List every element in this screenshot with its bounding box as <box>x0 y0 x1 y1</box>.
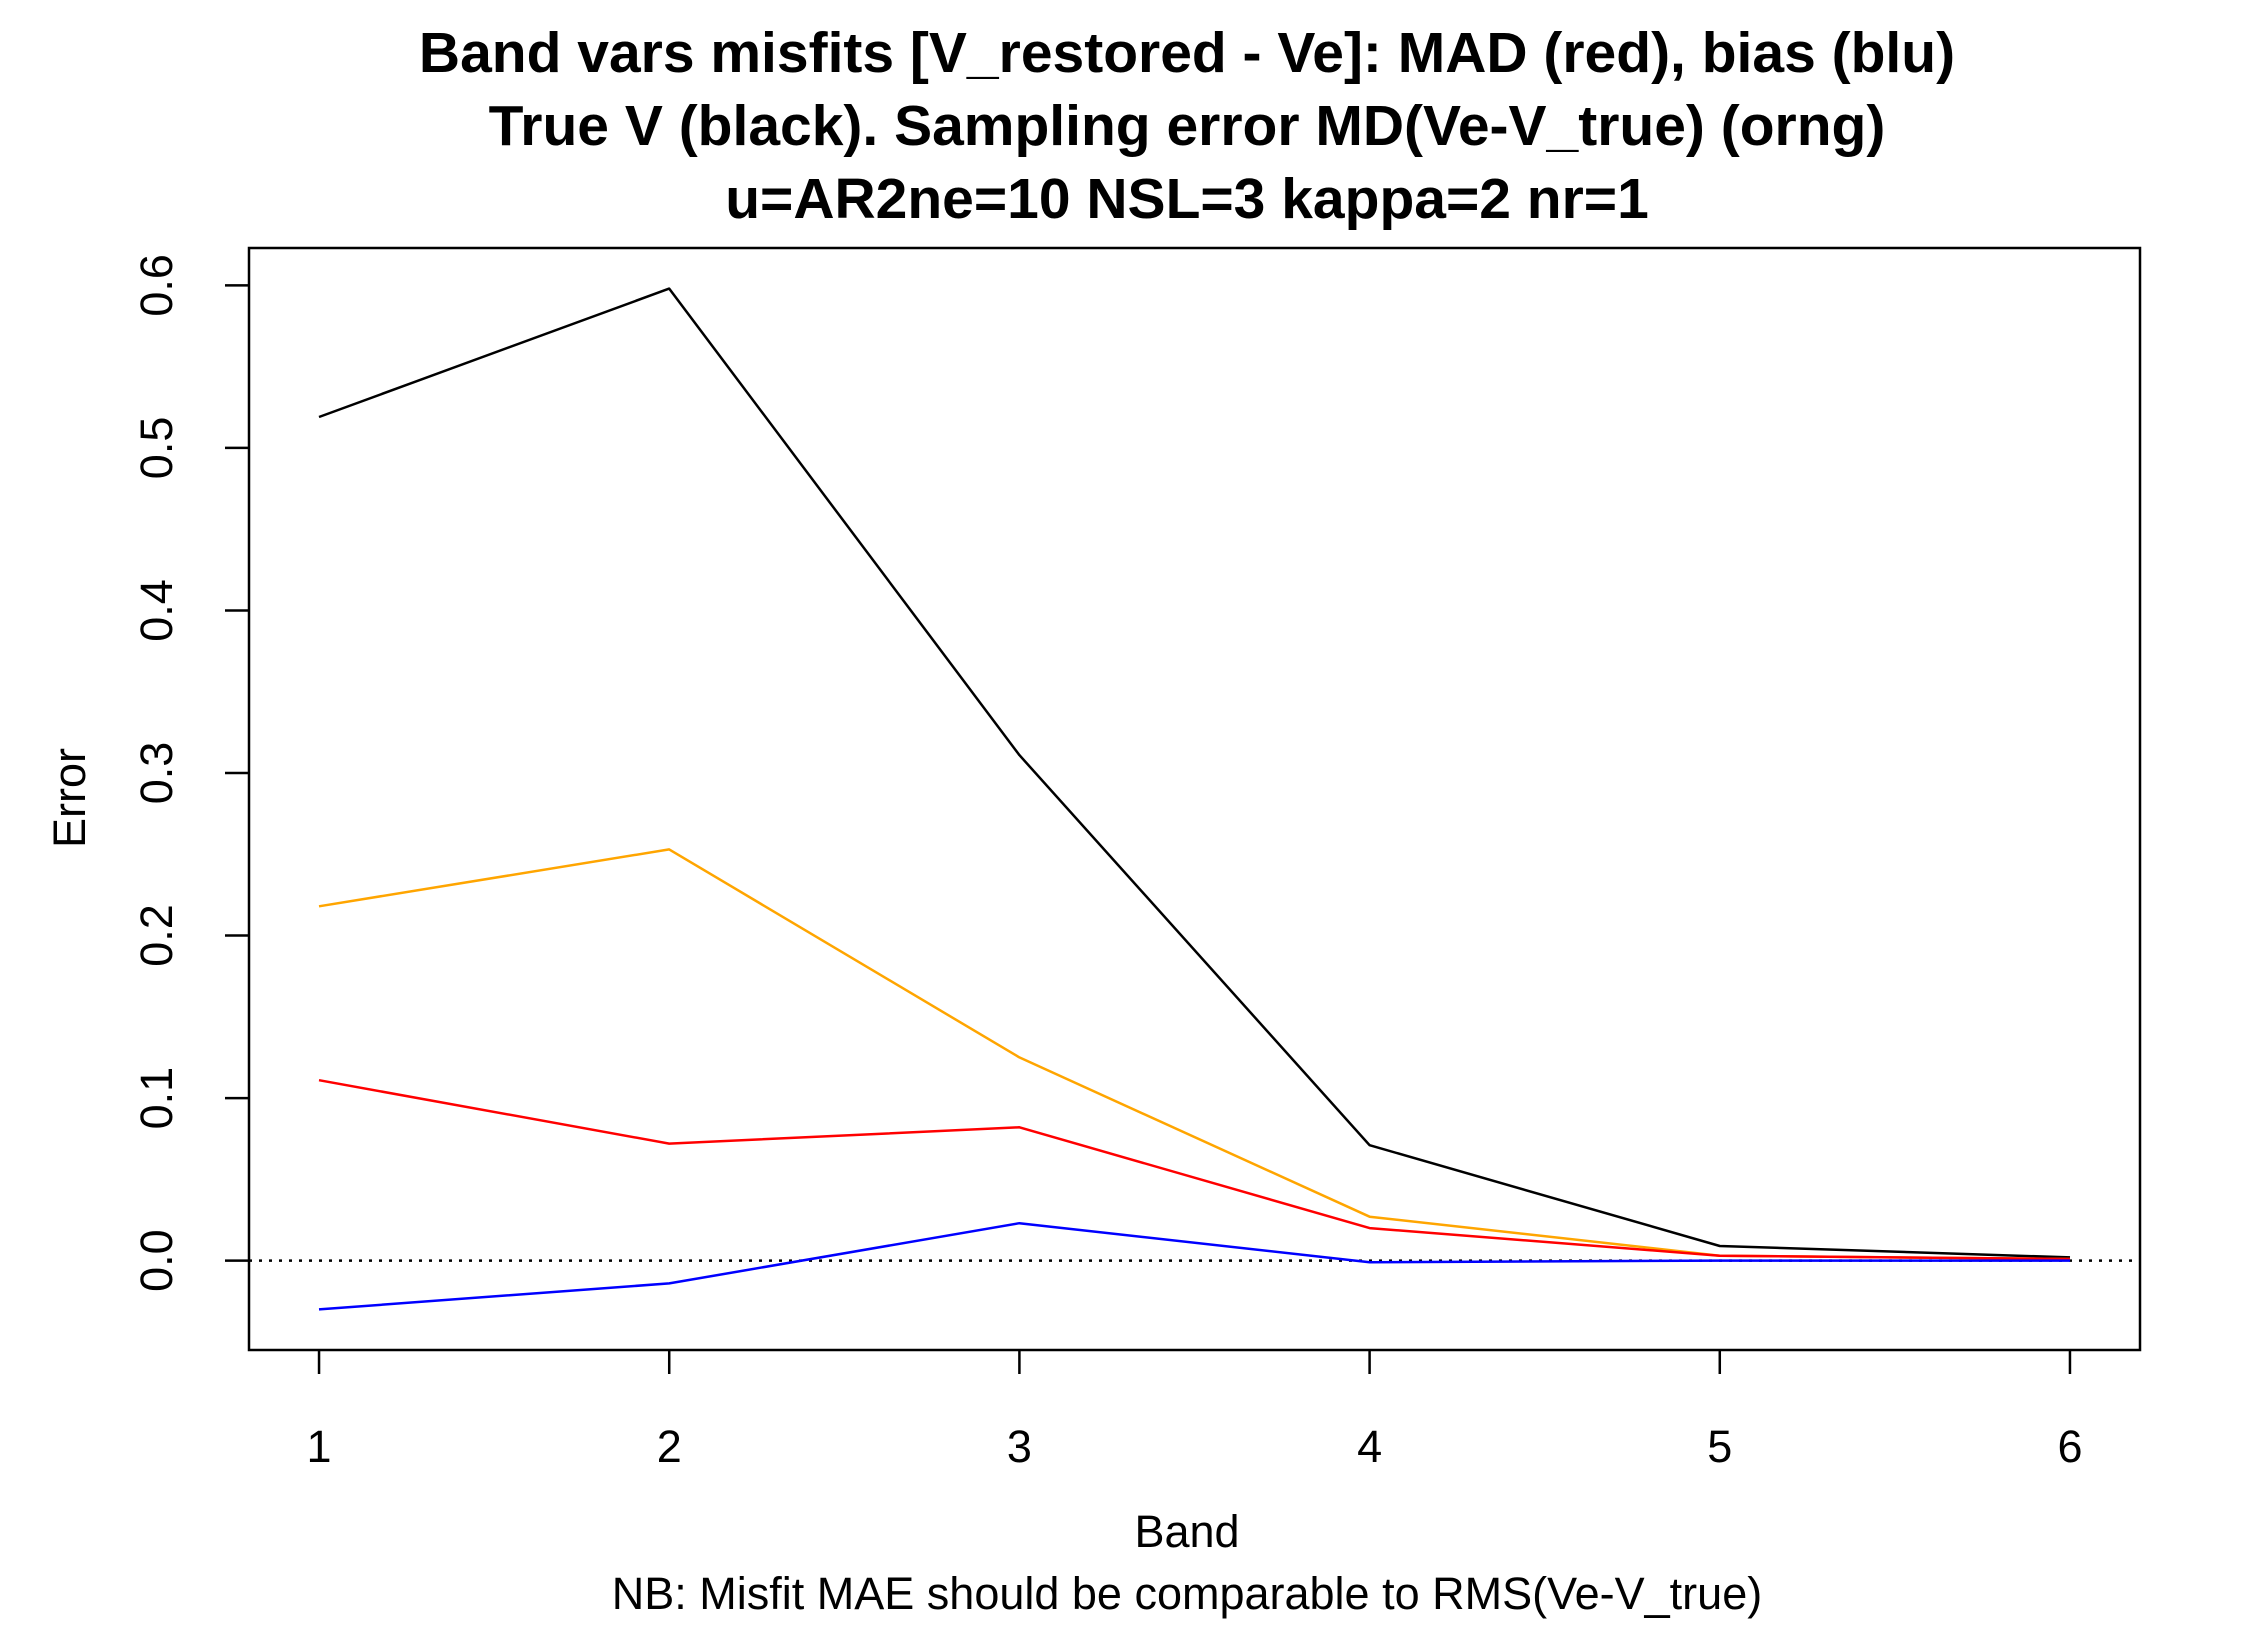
y-tick-label: 0.4 <box>131 579 182 642</box>
x-tick-label: 3 <box>1007 1421 1032 1472</box>
y-tick-label: 0.6 <box>131 254 182 317</box>
series-line-bias <box>318 1221 2070 1311</box>
x-tick-label: 1 <box>307 1421 332 1472</box>
y-tick-label: 0.3 <box>131 742 182 805</box>
x-tick-label: 2 <box>657 1421 682 1472</box>
chart-title-line-1: Band vars misfits [V_restored - Ve]: MAD… <box>419 21 1955 85</box>
chart-footnote: NB: Misfit MAE should be comparable to R… <box>612 1568 1762 1619</box>
series-line-true-v <box>318 287 2071 1259</box>
x-tick-label: 5 <box>1707 1421 1732 1472</box>
y-tick-label: 0.1 <box>131 1067 182 1130</box>
x-axis: 1 2 3 4 5 6 <box>307 1350 2082 1472</box>
y-axis: 0.0 0.1 0.2 0.3 0.4 0.5 0.6 <box>131 254 249 1292</box>
y-tick-label: 0.5 <box>131 417 182 480</box>
chart-title-line-3: u=AR2ne=10 NSL=3 kappa=2 nr=1 <box>725 167 1649 231</box>
y-tick-label: 0.0 <box>131 1229 182 1292</box>
series-layer <box>318 287 2071 1311</box>
x-tick-label: 6 <box>2057 1421 2082 1472</box>
y-axis-label: Error <box>44 748 95 848</box>
chart-title-line-2: True V (black). Sampling error MD(Ve-V_t… <box>489 94 1886 158</box>
plot-frame <box>247 246 2142 1352</box>
y-tick-label: 0.2 <box>131 904 182 967</box>
x-axis-label: Band <box>1134 1506 1239 1557</box>
x-tick-label: 4 <box>1357 1421 1382 1472</box>
series-line-mad <box>318 1078 2071 1261</box>
